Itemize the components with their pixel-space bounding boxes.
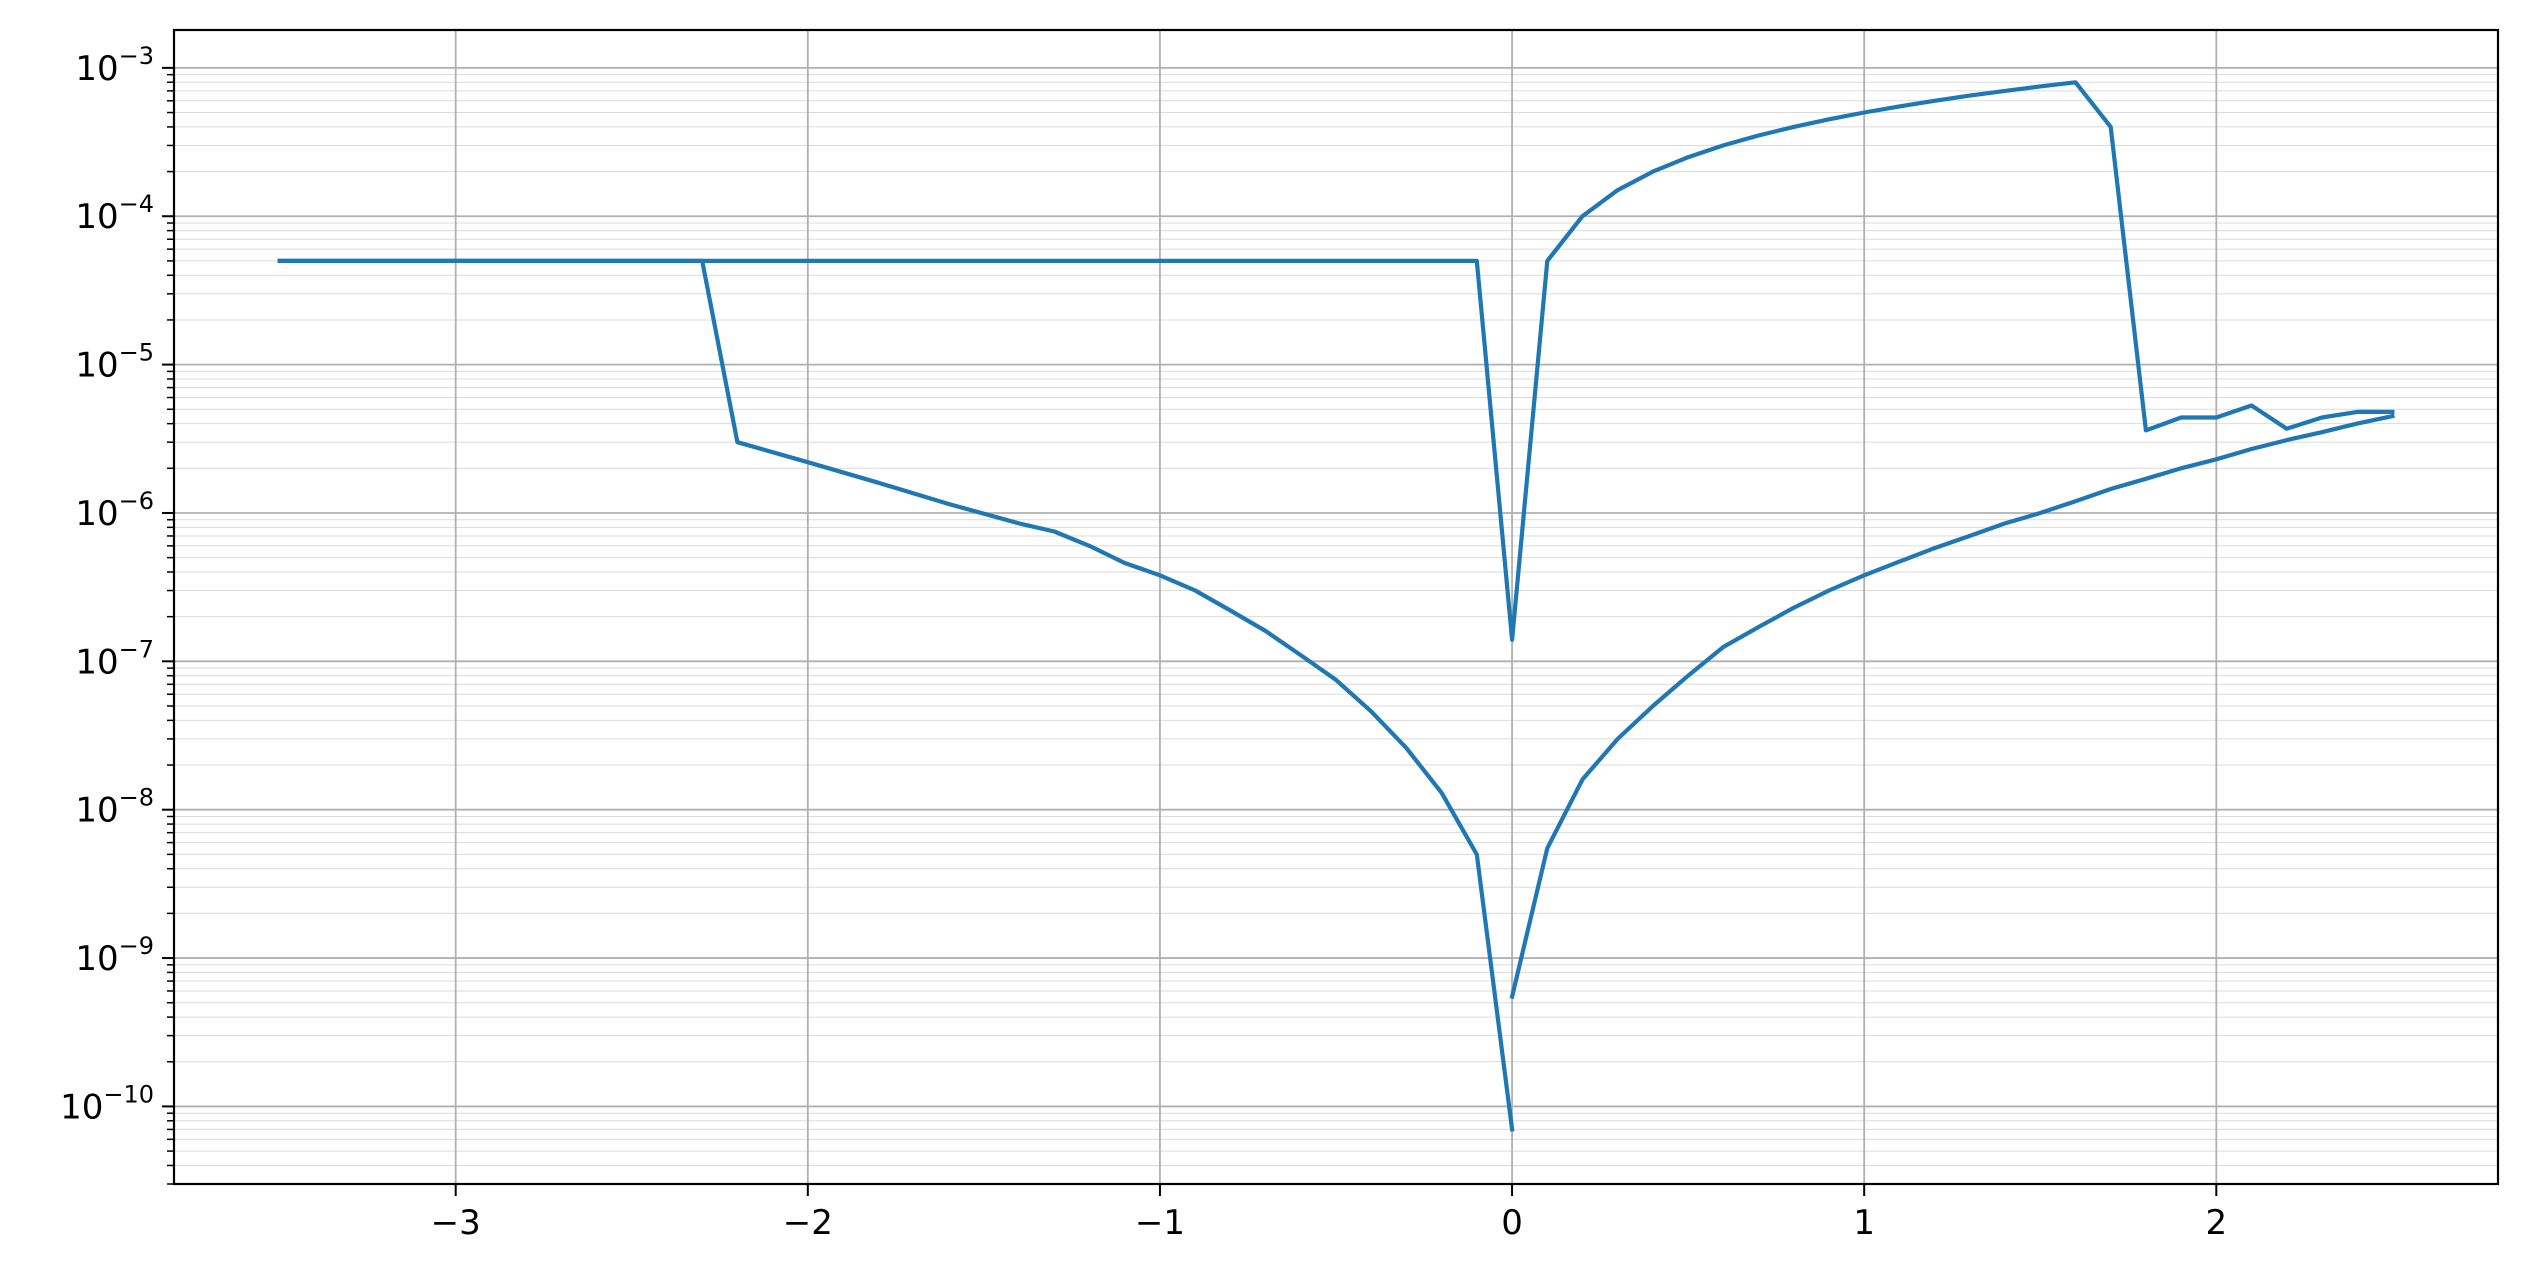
x-tick-label: −3 — [431, 1203, 481, 1243]
y-tick-label: 10−6 — [75, 487, 154, 534]
x-tick-label: 0 — [1501, 1203, 1523, 1243]
y-tick-label: 10−9 — [75, 932, 154, 979]
y-tick-label: 10−4 — [75, 190, 154, 237]
y-axis-tick-labels: 10−10 10−9 10−8 10−7 10−6 10−5 10−4 10−3 — [60, 42, 154, 1128]
major-gridlines — [174, 30, 2498, 1184]
x-tick-label: −2 — [783, 1203, 833, 1243]
axis-ticks — [162, 66, 2218, 1196]
plot-frame — [172, 28, 2500, 1186]
series-layer — [277, 80, 2395, 1132]
series-line-3 — [277, 80, 2395, 642]
y-tick-label: 10−8 — [75, 784, 154, 831]
x-tick-label: 1 — [1853, 1203, 1875, 1243]
x-tick-label: 2 — [2205, 1203, 2227, 1243]
y-tick-label: 10−5 — [75, 339, 154, 386]
y-tick-label: 10−10 — [60, 1080, 154, 1127]
minor-gridlines — [174, 74, 2498, 1185]
series-line-1 — [277, 258, 1515, 1132]
x-axis-tick-labels: −3 −2 −1 0 1 2 — [431, 1203, 2227, 1243]
y-tick-label: 10−7 — [75, 635, 154, 682]
x-tick-label: −1 — [1135, 1203, 1185, 1243]
y-tick-label: 10−3 — [75, 42, 154, 89]
series-line-2 — [1509, 413, 2395, 1000]
